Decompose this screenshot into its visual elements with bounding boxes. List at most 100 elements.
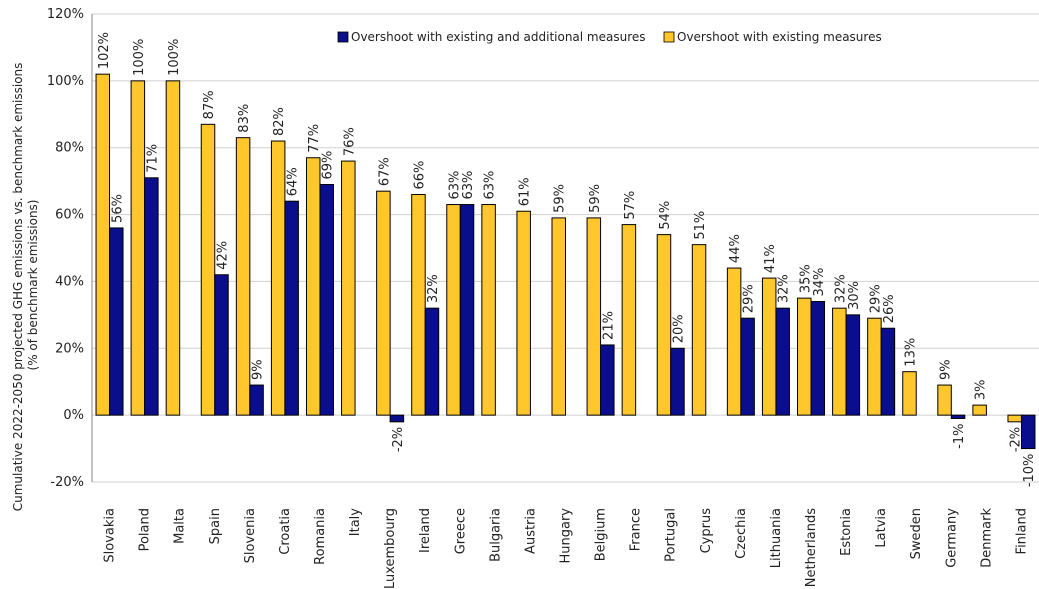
category-label: Croatia <box>278 508 293 555</box>
category-label: Lithuania <box>769 508 784 568</box>
category-label: Bulgaria <box>488 508 503 562</box>
bar <box>600 344 615 416</box>
legend-swatch <box>663 31 675 43</box>
data-label: 66% <box>412 161 427 190</box>
data-label: -10% <box>1022 454 1037 488</box>
data-label: 32% <box>833 274 848 303</box>
bar <box>165 80 181 416</box>
bar <box>551 217 566 416</box>
data-label: 57% <box>623 191 638 220</box>
bar <box>214 274 229 416</box>
data-label: 63% <box>461 171 476 200</box>
bar <box>341 160 356 416</box>
bar <box>305 157 321 416</box>
category-label: Slovakia <box>103 508 118 563</box>
data-label: 71% <box>145 144 160 173</box>
data-label: 69% <box>321 151 336 180</box>
data-label: 34% <box>812 268 827 297</box>
y-tick-label: 80% <box>55 141 84 156</box>
y-axis-title: Cumulative 2022-2050 projected GHG emiss… <box>11 59 40 512</box>
category-label: Belgium <box>594 508 609 561</box>
bar <box>937 384 952 416</box>
data-label: 61% <box>518 177 533 206</box>
bar <box>902 371 917 416</box>
bar <box>284 200 299 416</box>
bar <box>832 307 847 416</box>
data-label: 3% <box>974 379 989 400</box>
data-label: 32% <box>426 274 441 303</box>
y-axis: -20% 0% 20% 40% 60% 80% 100% 120% <box>47 7 93 490</box>
bar <box>726 267 742 416</box>
data-label: -2% <box>1009 427 1024 452</box>
data-label: 35% <box>798 264 813 293</box>
data-label: 51% <box>693 211 708 240</box>
bar <box>972 404 987 416</box>
data-label: 77% <box>307 124 322 153</box>
bar <box>200 123 216 416</box>
bar <box>810 300 826 416</box>
data-label: 63% <box>483 171 498 200</box>
data-label: 102% <box>97 32 112 69</box>
y-tick-label: 60% <box>55 208 84 223</box>
bar <box>319 183 334 416</box>
y-tick-label: 0% <box>63 408 84 423</box>
bar <box>95 73 111 416</box>
category-label: Cyprus <box>699 508 714 554</box>
data-label: 67% <box>377 157 392 186</box>
data-label: 76% <box>342 127 357 156</box>
data-label: 64% <box>286 167 301 196</box>
bar <box>586 217 602 416</box>
y-tick-label: 20% <box>55 341 84 356</box>
category-label: Sweden <box>909 508 924 559</box>
bar <box>109 227 124 416</box>
category-label: Ireland <box>418 508 433 553</box>
legend-label: Overshoot with existing measures <box>677 30 882 44</box>
category-label: Germany <box>944 508 959 568</box>
category-label: Slovenia <box>243 508 258 563</box>
data-label: 63% <box>448 171 463 200</box>
bar <box>411 194 426 416</box>
category-label: Greece <box>453 508 468 554</box>
category-label: Spain <box>208 508 223 544</box>
data-label: 29% <box>868 284 883 313</box>
data-label: 56% <box>110 194 125 223</box>
bar <box>144 177 159 416</box>
bars <box>95 73 1036 450</box>
bar <box>249 384 264 416</box>
legend-swatch <box>337 31 349 43</box>
data-label: 32% <box>777 274 792 303</box>
bar <box>656 234 672 416</box>
bar <box>797 297 812 416</box>
category-label: Finland <box>1014 508 1029 554</box>
bar <box>880 327 896 416</box>
bar <box>481 204 496 416</box>
bar <box>389 414 405 423</box>
category-label: Czechia <box>734 508 749 559</box>
category-label: Latvia <box>874 508 889 548</box>
bar <box>376 190 391 416</box>
data-label: 41% <box>763 244 778 273</box>
x-axis-labels: Slovakia Poland Malta Spain Slovenia Croatia R… <box>103 508 1030 589</box>
category-label: France <box>629 508 644 551</box>
data-label: 30% <box>847 281 862 310</box>
category-label: Estonia <box>839 508 854 556</box>
category-label: Italy <box>348 508 363 537</box>
y-tick-label: -20% <box>50 475 84 490</box>
data-label: 13% <box>903 338 918 367</box>
data-label: 9% <box>939 359 954 380</box>
bar <box>270 140 286 416</box>
bar <box>516 210 531 416</box>
data-label: -2% <box>391 427 406 452</box>
bar <box>1020 414 1036 450</box>
bar <box>691 244 707 416</box>
category-label: Portugal <box>664 508 679 562</box>
legend: Overshoot with existing and additional m… <box>337 30 882 44</box>
bar <box>845 314 861 416</box>
category-label: Denmark <box>979 508 994 568</box>
data-label: 26% <box>882 294 897 323</box>
data-label: 20% <box>671 314 686 343</box>
bar <box>950 414 966 419</box>
category-label: Netherlands <box>804 508 819 587</box>
bar <box>670 347 685 416</box>
